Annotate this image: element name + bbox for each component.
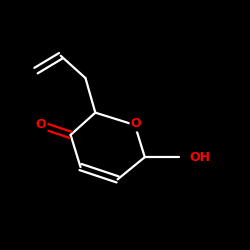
Text: OH: OH (189, 151, 210, 164)
Text: O: O (36, 118, 46, 132)
Text: O: O (131, 117, 141, 130)
